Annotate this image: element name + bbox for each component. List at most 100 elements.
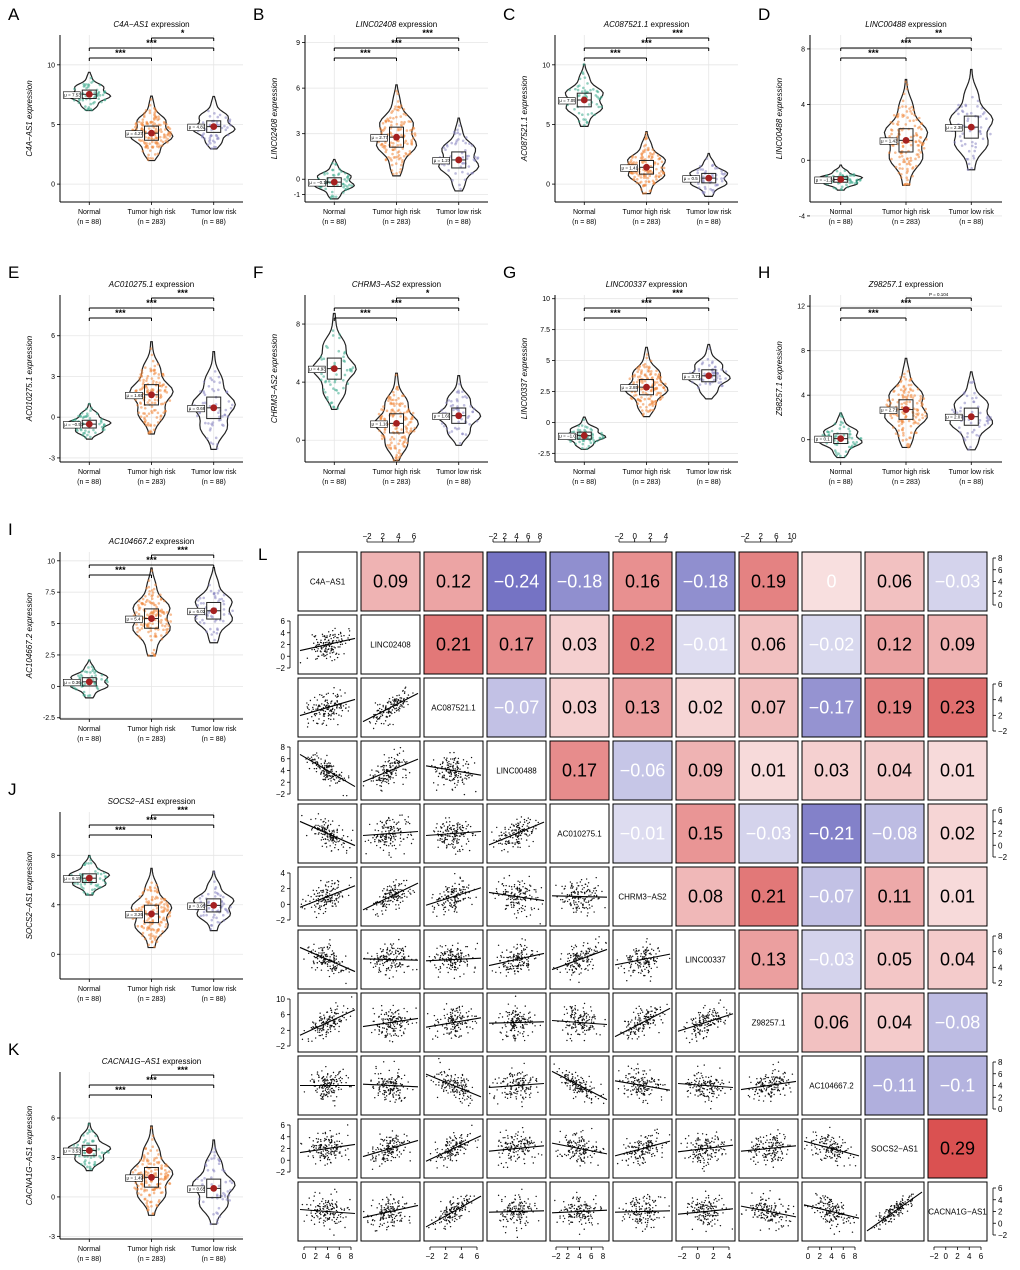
data-point xyxy=(383,428,387,432)
data-point xyxy=(82,693,86,697)
data-point xyxy=(390,441,393,444)
data-point xyxy=(907,160,911,163)
scatter-point xyxy=(343,653,345,655)
data-point xyxy=(229,406,233,410)
data-point xyxy=(207,611,211,614)
data-point xyxy=(76,1143,80,1147)
data-point xyxy=(407,431,411,435)
data-point xyxy=(142,412,145,415)
data-point xyxy=(638,375,642,378)
data-point xyxy=(218,113,222,117)
scatter-point xyxy=(385,830,387,833)
data-point xyxy=(221,1197,225,1201)
data-point xyxy=(858,437,862,441)
data-point xyxy=(223,124,226,128)
x-tick-label: Tumor low risk xyxy=(191,986,237,993)
mean-point xyxy=(330,178,338,186)
scatter-point xyxy=(332,775,335,778)
data-point xyxy=(146,1206,150,1209)
data-point xyxy=(636,370,640,374)
scatter-point xyxy=(393,835,395,838)
mean-label-box xyxy=(187,123,206,131)
scatter-point xyxy=(333,709,336,711)
scatter-point xyxy=(332,634,334,636)
data-point xyxy=(338,168,341,171)
data-point xyxy=(642,184,646,187)
data-point xyxy=(336,407,340,410)
data-point xyxy=(82,1140,86,1144)
scatter-point xyxy=(439,773,441,775)
data-point xyxy=(904,123,908,126)
scatter-point xyxy=(327,648,330,651)
significance-label: *** xyxy=(901,38,912,48)
scatter-point xyxy=(446,778,448,780)
data-point xyxy=(146,158,150,162)
data-point xyxy=(212,630,216,634)
data-point xyxy=(148,109,152,112)
data-point xyxy=(146,146,150,150)
panel-letter: F xyxy=(253,263,263,282)
scatter-point xyxy=(397,821,400,823)
scatter-point xyxy=(321,633,324,636)
data-point xyxy=(890,129,894,132)
data-point xyxy=(89,861,93,865)
data-point xyxy=(583,89,587,92)
data-point xyxy=(150,597,154,601)
scatter-point xyxy=(312,706,314,709)
data-point xyxy=(155,1149,159,1152)
data-point xyxy=(917,148,921,152)
data-point xyxy=(155,890,159,894)
data-point xyxy=(959,431,962,434)
scatter-point xyxy=(399,837,402,840)
x-count-label: (n = 88) xyxy=(572,479,596,486)
data-point xyxy=(407,120,411,123)
scatter-point xyxy=(517,835,520,838)
scatter-point xyxy=(437,784,439,786)
scatter-point xyxy=(395,835,397,838)
data-point xyxy=(213,112,216,115)
data-point xyxy=(651,408,655,412)
scatter-point xyxy=(376,783,378,786)
significance-label: *** xyxy=(868,308,879,318)
data-point xyxy=(147,127,151,130)
data-point xyxy=(202,621,206,625)
mean-label: μ = 2.85 xyxy=(622,385,639,390)
data-point xyxy=(850,436,854,440)
data-point xyxy=(209,589,213,593)
scatter-point xyxy=(456,761,458,763)
data-point xyxy=(149,934,153,938)
data-point xyxy=(155,931,158,934)
scatter-point xyxy=(383,778,385,780)
data-point xyxy=(955,411,959,414)
y-tick-label: 0 xyxy=(546,420,550,427)
scatter-point xyxy=(323,655,325,657)
data-point xyxy=(385,148,388,152)
data-point xyxy=(972,428,976,432)
data-point xyxy=(100,425,104,429)
scatter-point xyxy=(431,764,433,767)
data-point xyxy=(79,883,83,886)
data-point xyxy=(326,398,329,401)
data-point xyxy=(147,579,151,582)
data-point xyxy=(980,107,984,110)
y-tick-label: 4 xyxy=(801,102,805,109)
mean-label: μ = 2.77 xyxy=(372,135,389,140)
scatter-point xyxy=(382,849,385,852)
data-point xyxy=(971,430,974,434)
data-point xyxy=(202,914,205,917)
data-point xyxy=(163,128,167,131)
data-point xyxy=(143,1189,146,1193)
scatter-point xyxy=(306,702,308,704)
data-point xyxy=(142,378,145,382)
data-point xyxy=(155,395,159,399)
data-point xyxy=(581,113,584,117)
data-point xyxy=(385,409,389,413)
data-point xyxy=(87,430,91,434)
data-point xyxy=(906,167,909,171)
data-point xyxy=(145,379,148,383)
y-tick-label: 7.5 xyxy=(540,327,550,334)
data-point xyxy=(92,667,95,671)
data-point xyxy=(134,1168,137,1172)
data-point xyxy=(148,111,152,115)
data-point xyxy=(919,394,923,398)
